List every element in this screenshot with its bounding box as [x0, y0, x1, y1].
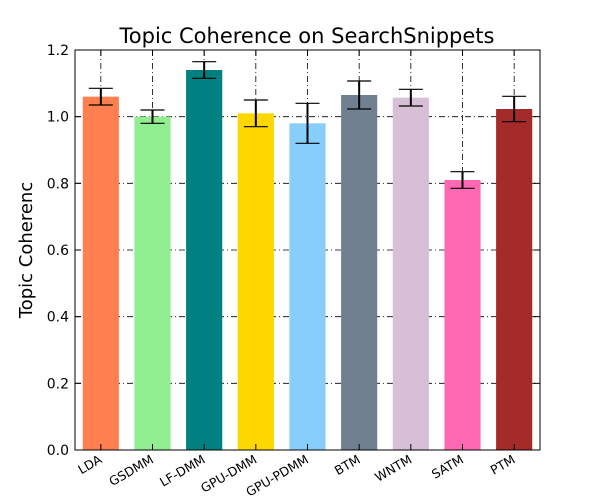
bar-btm	[341, 95, 378, 450]
x-tick-label: BTM	[332, 452, 363, 478]
y-axis-ticks: 0.0 0.2 0.4 0.6 0.8 1.0 1.2	[47, 43, 540, 459]
bar-lda	[82, 96, 119, 451]
y-tick-label: 1.2	[47, 43, 69, 59]
y-axis-label: Topic Coherenc	[16, 182, 37, 319]
x-tick-label: PTM	[488, 452, 518, 478]
x-tick-label: SATM	[429, 452, 466, 482]
y-tick-label: 0.8	[47, 176, 69, 192]
bar-gpu-pdmm	[289, 123, 326, 450]
y-tick-label: 0.2	[47, 376, 69, 392]
bars	[82, 70, 533, 451]
x-tick-label: LDA	[75, 451, 104, 477]
y-tick-label: 0.0	[47, 443, 69, 459]
x-tick-label: GSDMM	[106, 452, 156, 489]
bar-gsdmm	[134, 116, 171, 451]
bar-wntm	[392, 97, 429, 451]
chart-title: Topic Coherence on SearchSnippets	[119, 24, 495, 48]
bar-gpu-dmm	[237, 113, 274, 450]
bar-satm	[444, 180, 481, 450]
y-tick-label: 0.4	[47, 310, 69, 326]
error-bars	[88, 61, 527, 189]
y-tick-label: 0.6	[47, 243, 69, 259]
y-tick-label: 1.0	[47, 110, 69, 126]
bar-ptm	[496, 109, 533, 450]
x-tick-label: WNTM	[372, 452, 414, 485]
bar-lf-dmm	[186, 70, 223, 450]
